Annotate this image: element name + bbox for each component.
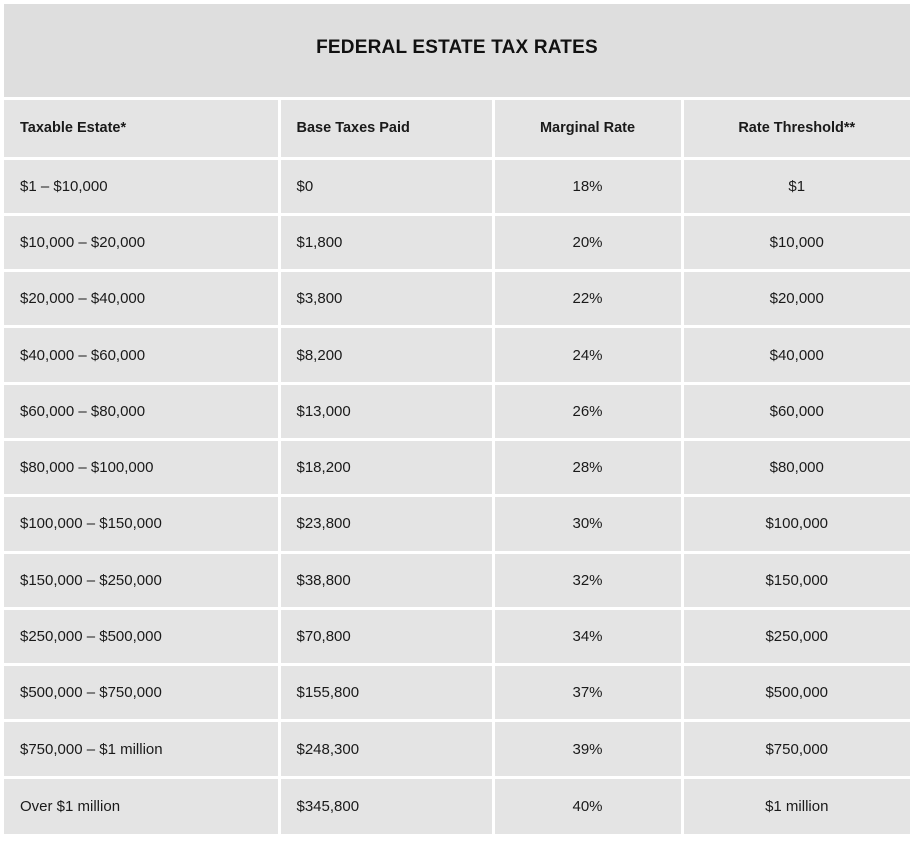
base-taxes-paid-cell: $0 xyxy=(277,156,495,216)
base-taxes-paid-cell: $3,800 xyxy=(277,269,495,329)
table-row: Over $1 million $345,800 40% $1 million xyxy=(4,775,910,834)
marginal-rate-cell: 24% xyxy=(491,325,684,385)
base-taxes-paid-cell: $38,800 xyxy=(277,550,495,610)
rate-threshold-cell: $150,000 xyxy=(680,550,910,610)
base-taxes-paid-cell: $1,800 xyxy=(277,212,495,273)
rate-threshold-cell: $1 million xyxy=(680,775,910,834)
column-header-base-taxes-paid: Base Taxes Paid xyxy=(277,100,495,160)
table-title-bar: FEDERAL ESTATE TAX RATES xyxy=(4,4,910,100)
marginal-rate-cell: 20% xyxy=(491,212,684,273)
table-row: $750,000 – $1 million $248,300 39% $750,000 xyxy=(4,719,910,779)
rate-threshold-cell: $10,000 xyxy=(680,212,910,273)
taxable-estate-cell: Over $1 million xyxy=(4,775,281,834)
table-row: $100,000 – $150,000 $23,800 30% $100,000 xyxy=(4,494,910,554)
rate-threshold-cell: $40,000 xyxy=(680,325,910,385)
marginal-rate-cell: 37% xyxy=(491,663,684,723)
base-taxes-paid-cell: $248,300 xyxy=(277,719,495,779)
column-header-marginal-rate: Marginal Rate xyxy=(491,100,684,160)
rate-threshold-cell: $500,000 xyxy=(680,663,910,723)
table-body: $1 – $10,000 $0 18% $1 $10,000 – $20,000 $1,8… xyxy=(4,156,910,834)
base-taxes-paid-cell: $155,800 xyxy=(277,663,495,723)
taxable-estate-cell: $80,000 – $100,000 xyxy=(4,437,281,498)
table-row: $60,000 – $80,000 $13,000 26% $60,000 xyxy=(4,381,910,441)
rate-threshold-cell: $1 xyxy=(680,156,910,216)
base-taxes-paid-cell: $18,200 xyxy=(277,437,495,498)
base-taxes-paid-cell: $8,200 xyxy=(277,325,495,385)
rate-threshold-cell: $20,000 xyxy=(680,269,910,329)
base-taxes-paid-cell: $70,800 xyxy=(277,606,495,667)
tax-rates-table: Taxable Estate* Base Taxes Paid Marginal… xyxy=(4,100,910,834)
header-row: Taxable Estate* Base Taxes Paid Marginal… xyxy=(4,100,910,160)
taxable-estate-cell: $500,000 – $750,000 xyxy=(4,663,281,723)
table-row: $20,000 – $40,000 $3,800 22% $20,000 xyxy=(4,269,910,329)
table-title: FEDERAL ESTATE TAX RATES xyxy=(316,36,598,58)
taxable-estate-cell: $100,000 – $150,000 xyxy=(4,494,281,554)
base-taxes-paid-cell: $23,800 xyxy=(277,494,495,554)
taxable-estate-cell: $60,000 – $80,000 xyxy=(4,381,281,441)
marginal-rate-cell: 34% xyxy=(491,606,684,667)
taxable-estate-cell: $250,000 – $500,000 xyxy=(4,606,281,667)
taxable-estate-cell: $40,000 – $60,000 xyxy=(4,325,281,385)
rate-threshold-cell: $100,000 xyxy=(680,494,910,554)
rate-threshold-cell: $250,000 xyxy=(680,606,910,667)
column-header-taxable-estate: Taxable Estate* xyxy=(4,100,281,160)
column-header-rate-threshold: Rate Threshold** xyxy=(680,100,910,160)
marginal-rate-cell: 22% xyxy=(491,269,684,329)
taxable-estate-cell: $750,000 – $1 million xyxy=(4,719,281,779)
marginal-rate-cell: 40% xyxy=(491,775,684,834)
taxable-estate-cell: $150,000 – $250,000 xyxy=(4,550,281,610)
marginal-rate-cell: 32% xyxy=(491,550,684,610)
table-row: $10,000 – $20,000 $1,800 20% $10,000 xyxy=(4,212,910,273)
table-row: $500,000 – $750,000 $155,800 37% $500,000 xyxy=(4,663,910,723)
marginal-rate-cell: 30% xyxy=(491,494,684,554)
taxable-estate-cell: $1 – $10,000 xyxy=(4,156,281,216)
marginal-rate-cell: 28% xyxy=(491,437,684,498)
taxable-estate-cell: $10,000 – $20,000 xyxy=(4,212,281,273)
marginal-rate-cell: 39% xyxy=(491,719,684,779)
estate-tax-table: FEDERAL ESTATE TAX RATES Taxable Estate*… xyxy=(4,4,910,836)
marginal-rate-cell: 18% xyxy=(491,156,684,216)
taxable-estate-cell: $20,000 – $40,000 xyxy=(4,269,281,329)
rate-threshold-cell: $750,000 xyxy=(680,719,910,779)
table-header: Taxable Estate* Base Taxes Paid Marginal… xyxy=(4,100,910,160)
rate-threshold-cell: $60,000 xyxy=(680,381,910,441)
table-row: $1 – $10,000 $0 18% $1 xyxy=(4,156,910,216)
base-taxes-paid-cell: $345,800 xyxy=(277,775,495,834)
table-row: $40,000 – $60,000 $8,200 24% $40,000 xyxy=(4,325,910,385)
marginal-rate-cell: 26% xyxy=(491,381,684,441)
table-row: $150,000 – $250,000 $38,800 32% $150,000 xyxy=(4,550,910,610)
table-row: $80,000 – $100,000 $18,200 28% $80,000 xyxy=(4,437,910,498)
base-taxes-paid-cell: $13,000 xyxy=(277,381,495,441)
table-row: $250,000 – $500,000 $70,800 34% $250,000 xyxy=(4,606,910,667)
rate-threshold-cell: $80,000 xyxy=(680,437,910,498)
